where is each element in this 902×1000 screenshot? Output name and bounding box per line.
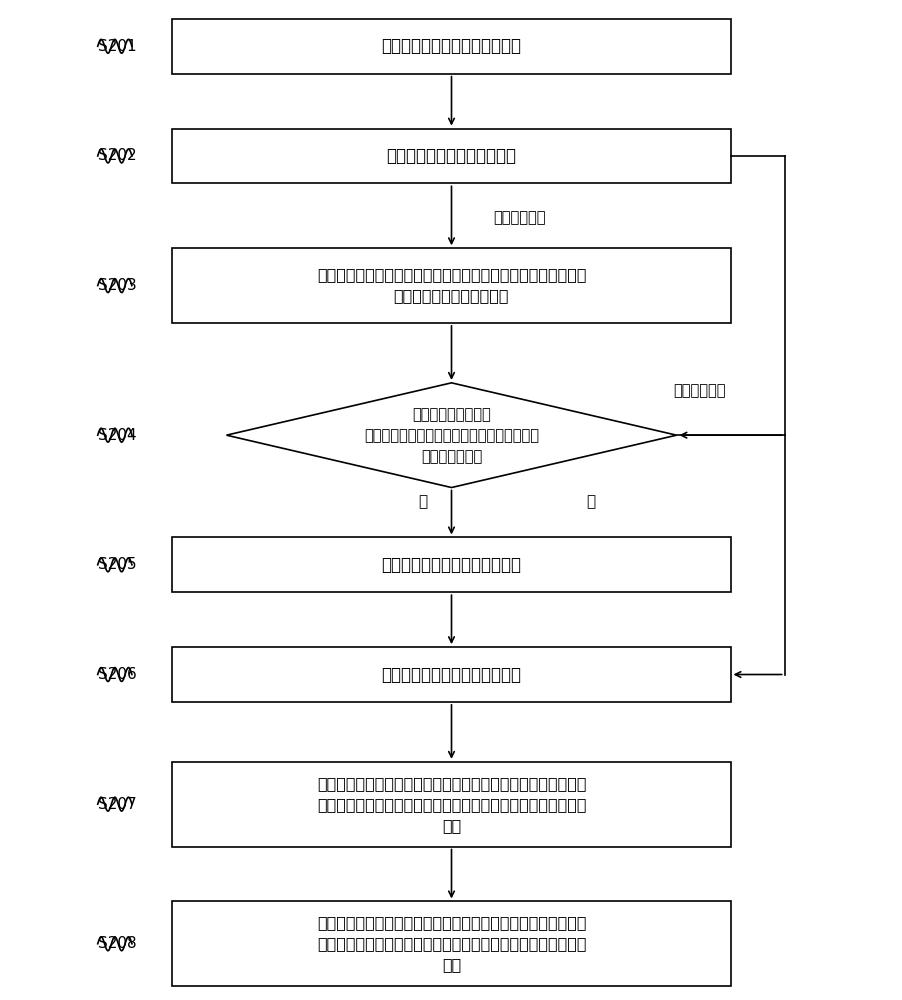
Text: 当存储的病毒查杀请求满足预定规则时，将所有存储的病毒查杀
请求构成病毒查杀请求组，并清空用于存储病毒查杀请求的存储
空间: 当存储的病毒查杀请求满足预定规则时，将所有存储的病毒查杀 请求构成病毒查杀请求组… bbox=[317, 915, 585, 972]
Text: 判断存储的病毒查杀
请求与当前接收到的病毒查杀请求的待查杀文
件信息是否相同: 判断存储的病毒查杀 请求与当前接收到的病毒查杀请求的待查杀文 件信息是否相同 bbox=[364, 407, 538, 464]
FancyBboxPatch shape bbox=[172, 248, 730, 323]
FancyBboxPatch shape bbox=[172, 129, 730, 183]
Text: 是: 是 bbox=[418, 494, 427, 509]
Text: 当存储的病毒查杀请求满足预定规则时，将所有存储的病毒查杀
请求构成病毒查杀请求组，并清空用于存储病毒查杀请求的存储
空间: 当存储的病毒查杀请求满足预定规则时，将所有存储的病毒查杀 请求构成病毒查杀请求组… bbox=[317, 776, 585, 833]
FancyBboxPatch shape bbox=[172, 901, 730, 986]
Text: 丢弃当前接收到的病毒查杀请求: 丢弃当前接收到的病毒查杀请求 bbox=[381, 556, 521, 574]
Text: 存储当前接收到的病毒查杀请求: 存储当前接收到的病毒查杀请求 bbox=[381, 666, 521, 684]
Text: S203: S203 bbox=[97, 278, 136, 293]
Text: 否: 否 bbox=[585, 494, 595, 509]
FancyBboxPatch shape bbox=[172, 762, 730, 847]
FancyBboxPatch shape bbox=[172, 537, 730, 592]
Text: S204: S204 bbox=[97, 428, 136, 443]
Text: 接收客户端发送的病毒查杀请求: 接收客户端发送的病毒查杀请求 bbox=[381, 37, 521, 55]
Text: S206: S206 bbox=[97, 667, 136, 682]
Text: S201: S201 bbox=[97, 39, 136, 54]
Text: 第一时效类型: 第一时效类型 bbox=[492, 210, 545, 225]
Text: 第二时效类型: 第二时效类型 bbox=[672, 383, 724, 398]
Text: S208: S208 bbox=[97, 936, 136, 951]
FancyBboxPatch shape bbox=[172, 647, 730, 702]
Text: S207: S207 bbox=[97, 797, 136, 812]
Text: 发送病毒查杀请求至云端，并将云端反馈的对应病毒查杀请求的
样本安全数据发送至客户端: 发送病毒查杀请求至云端，并将云端反馈的对应病毒查杀请求的 样本安全数据发送至客户… bbox=[317, 268, 585, 304]
Text: S205: S205 bbox=[97, 557, 136, 572]
Text: 确定病毒查杀请求的时效类型: 确定病毒查杀请求的时效类型 bbox=[386, 147, 516, 165]
Text: S202: S202 bbox=[97, 148, 136, 163]
FancyBboxPatch shape bbox=[172, 19, 730, 74]
Polygon shape bbox=[226, 383, 676, 488]
